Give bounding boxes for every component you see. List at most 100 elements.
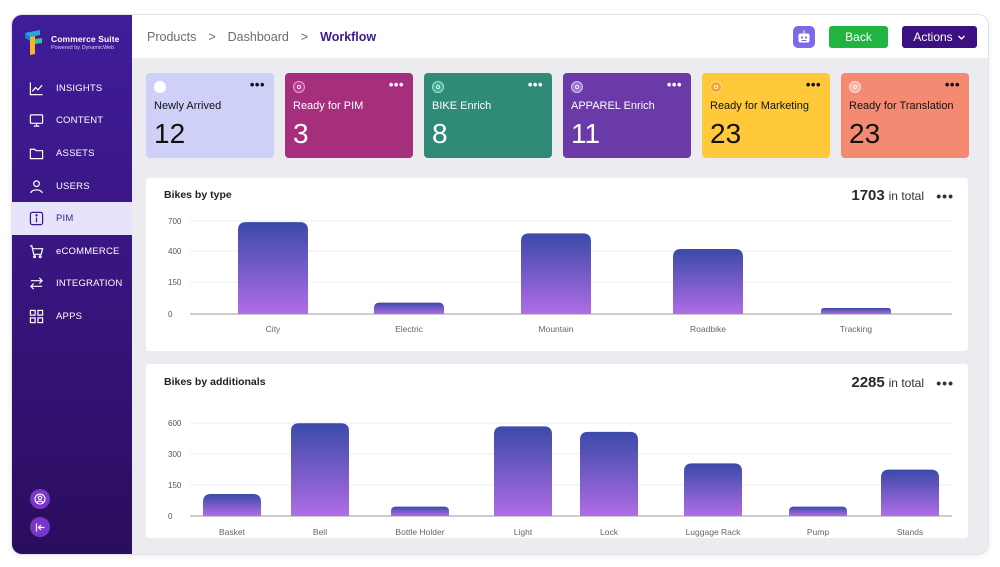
user-icon — [30, 179, 43, 193]
bar-bottle-holder[interactable] — [391, 506, 449, 516]
bar-city[interactable] — [238, 222, 308, 314]
x-category-label: Mountain — [539, 324, 574, 334]
status-card-bike-enrich[interactable]: ••• BIKE Enrich 8 — [424, 73, 552, 158]
back-button[interactable]: Back — [829, 26, 888, 48]
card-count: 12 — [154, 118, 186, 149]
actions-dropdown-button[interactable]: Actions — [902, 26, 977, 48]
info-icon — [29, 211, 44, 226]
sidebar-item-label: APPS — [56, 310, 83, 322]
account-icon[interactable] — [30, 489, 50, 509]
chart-total-suffix: in total — [888, 376, 924, 390]
brand-subtitle: Powered by DynamicWeb — [51, 44, 115, 51]
sidebar-item-label: ASSETS — [56, 147, 95, 159]
bar-stands[interactable] — [881, 469, 939, 516]
assistant-bot-icon[interactable] — [793, 26, 815, 48]
breadcrumb-separator: > — [300, 30, 309, 44]
breadcrumb-separator: > — [208, 30, 216, 44]
sidebar-item-apps[interactable]: APPS — [12, 300, 132, 333]
y-tick-label: 600 — [168, 419, 182, 428]
sidebar-item-content[interactable]: CONTENT — [12, 105, 132, 138]
chart-menu-button[interactable]: ••• — [936, 375, 954, 391]
x-category-label: Roadbike — [690, 324, 726, 334]
x-category-label: City — [266, 324, 281, 334]
status-dot-icon — [293, 81, 305, 93]
chart-line-icon — [29, 82, 43, 95]
y-tick-label: 150 — [168, 481, 182, 490]
y-tick-label: 400 — [168, 247, 182, 256]
y-tick-label: 300 — [168, 450, 182, 459]
arrows-exchange-icon — [30, 277, 43, 290]
card-count: 8 — [432, 118, 448, 149]
x-category-label: Basket — [219, 527, 246, 537]
breadcrumb-dashboard[interactable]: Dashboard — [227, 30, 289, 44]
card-label: Ready for Translation — [849, 100, 954, 112]
status-card-apparel-enrich[interactable]: ••• APPAREL Enrich 11 — [563, 73, 691, 158]
chart-total-value: 2285 — [851, 374, 885, 391]
card-label: Ready for Marketing — [710, 100, 810, 112]
card-label: Ready for PIM — [293, 100, 364, 112]
sidebar-item-pim[interactable]: PIM — [12, 202, 132, 235]
status-card-ready-for-pim[interactable]: ••• Ready for PIM 3 — [285, 73, 413, 158]
bar-roadbike[interactable] — [673, 248, 743, 314]
top-bar: Products > Dashboard > Workflow Back Act… — [132, 15, 988, 59]
card-menu-button[interactable]: ••• — [944, 77, 960, 92]
bar-electric[interactable] — [374, 302, 444, 314]
status-dot-icon — [154, 81, 166, 93]
bar-luggage-rack[interactable] — [684, 463, 742, 516]
sidebar-item-assets[interactable]: ASSETS — [12, 137, 132, 170]
chart-title: Bikes by additionals — [164, 376, 266, 388]
x-category-label: Light — [514, 527, 533, 537]
chart-menu-button[interactable]: ••• — [936, 188, 954, 204]
sidebar-item-label: eCOMMERCE — [56, 245, 120, 257]
card-menu-button[interactable]: ••• — [666, 77, 682, 92]
card-menu-button[interactable]: ••• — [805, 77, 821, 92]
status-card-ready-for-marketing[interactable]: ••• Ready for Marketing 23 — [702, 73, 830, 158]
bar-bell[interactable] — [291, 423, 349, 516]
bar-basket[interactable] — [203, 494, 261, 516]
breadcrumb: Products > Dashboard > Workflow — [147, 30, 376, 44]
y-tick-label: 150 — [168, 278, 182, 287]
sidebar-item-label: USERS — [56, 180, 90, 192]
grid-icon — [29, 309, 44, 324]
status-card-newly-arrived[interactable]: ••• Newly Arrived 12 — [146, 73, 274, 158]
x-category-label: Bell — [313, 527, 327, 537]
bar-tracking[interactable] — [821, 308, 891, 314]
brand-logo[interactable]: Commerce Suite Powered by DynamicWeb — [22, 25, 119, 59]
actions-label: Actions — [913, 30, 953, 44]
bar-lock[interactable] — [580, 431, 638, 516]
card-count: 3 — [293, 118, 309, 149]
sidebar-nav: INSIGHTS CONTENT ASSETS USERS PIM eCOMME… — [12, 72, 132, 333]
x-category-label: Pump — [807, 527, 829, 537]
card-count: 23 — [710, 118, 742, 149]
main-area: Products > Dashboard > Workflow Back Act… — [132, 15, 988, 554]
collapse-sidebar-icon[interactable] — [30, 517, 50, 537]
x-category-label: Electric — [395, 324, 424, 334]
bikes-by-type-chart: 700 400 150 0 City Electric Mountain Roadbike Tr… — [168, 217, 952, 334]
y-tick-label: 700 — [168, 217, 182, 226]
status-card-ready-for-translation[interactable]: ••• Ready for Translation 23 — [841, 73, 969, 158]
card-menu-button[interactable]: ••• — [527, 77, 543, 92]
sidebar-item-ecommerce[interactable]: eCOMMERCE — [12, 235, 132, 268]
chevron-down-icon — [957, 35, 965, 40]
sidebar-item-insights[interactable]: INSIGHTS — [12, 72, 132, 105]
sidebar-item-label: INTEGRATION — [56, 278, 123, 290]
sidebar-item-users[interactable]: USERS — [12, 170, 132, 203]
card-label: Newly Arrived — [154, 100, 222, 112]
bar-light[interactable] — [494, 426, 552, 516]
chart-total-suffix: in total — [888, 189, 924, 203]
chart-title: Bikes by type — [164, 189, 232, 201]
card-label: APPAREL Enrich — [571, 100, 655, 112]
card-count: 11 — [571, 118, 601, 149]
bar-pump[interactable] — [789, 506, 847, 516]
sidebar-item-label: PIM — [56, 213, 74, 225]
sidebar-item-integration[interactable]: INTEGRATION — [12, 268, 132, 301]
card-menu-button[interactable]: ••• — [388, 77, 404, 92]
bar-mountain[interactable] — [521, 233, 591, 314]
x-category-label: Tracking — [840, 324, 873, 334]
status-dot-icon — [849, 81, 861, 93]
card-menu-button[interactable]: ••• — [249, 77, 265, 92]
sidebar-item-label: INSIGHTS — [56, 82, 103, 94]
breadcrumb-products[interactable]: Products — [147, 30, 197, 44]
y-tick-label: 0 — [168, 512, 173, 521]
chart-panel-bikes-by-additionals: Bikes by additionals 2285 in total ••• 6… — [146, 364, 968, 538]
